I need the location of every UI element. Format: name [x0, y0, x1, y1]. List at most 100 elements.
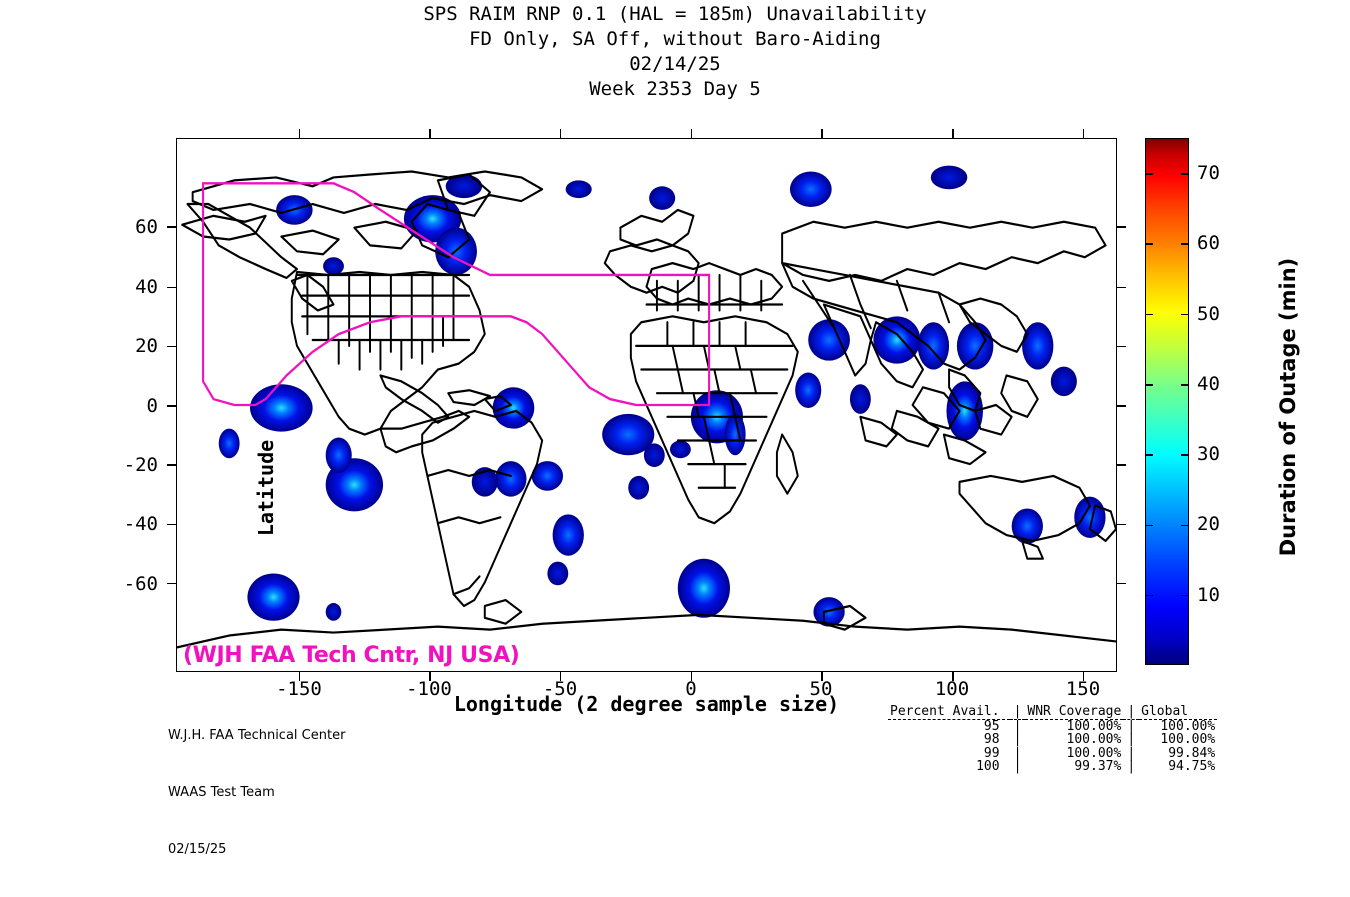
colorbar-title: Duration of Outage (min): [1276, 257, 1300, 557]
map-plot-area: (WJH FAA Tech Cntr, NJ USA) -150 -100 -5…: [124, 129, 1126, 700]
ytick-mark-right: [1117, 345, 1126, 348]
ytick-mark-right: [1117, 582, 1126, 585]
colorbar-tick: [1145, 454, 1153, 456]
cell-global: 99.84%: [1168, 745, 1216, 761]
plot-frame: (WJH FAA Tech Cntr, NJ USA): [176, 138, 1117, 672]
row-sep-2: |: [1127, 718, 1136, 734]
y-axis-title: Latitude: [254, 439, 278, 537]
ytick-label: -40: [123, 513, 158, 535]
header-sep-1: |: [1009, 705, 1026, 720]
table-row: 98 | 100.00% | 100.00%: [888, 733, 1217, 747]
colorbar-label: 50: [1197, 303, 1220, 325]
title-line-2: FD Only, SA Off, without Baro-Aiding: [469, 28, 881, 50]
title-line-1: SPS RAIM RNP 0.1 (HAL = 185m) Unavailabi…: [423, 3, 927, 25]
header-wnr-coverage: WNR Coverage: [1025, 704, 1124, 720]
ytick-mark: [167, 286, 176, 289]
colorbar: 70 60 50 40 30 20 10: [1145, 138, 1220, 665]
xtick-mark: [690, 672, 693, 681]
world-map-svg: [177, 165, 1116, 649]
ytick-label: 60: [135, 216, 158, 238]
credit-line-1: W.J.H. FAA Technical Center: [168, 728, 346, 743]
ytick-mark-right: [1117, 286, 1126, 289]
credit-line-3: 02/15/25: [168, 842, 227, 857]
row-sep-1: |: [1013, 732, 1022, 747]
table-row: 99 | 100.00% | 99.84%: [888, 745, 1217, 761]
colorbar-tick: [1145, 173, 1153, 175]
ytick-mark: [167, 582, 176, 585]
cell-wnr: 99.37%: [1074, 759, 1122, 774]
header-percent-avail: Percent Avail.: [888, 705, 1010, 720]
row-sep-2: |: [1127, 759, 1136, 774]
cell-global: 94.75%: [1168, 759, 1216, 774]
colorbar-tick: [1181, 173, 1189, 175]
x-axis-title: Longitude (2 degree sample size): [453, 692, 840, 716]
ytick-mark: [167, 464, 176, 466]
xtick-label: -50: [542, 678, 578, 700]
title-line-4: Week 2353 Day 5: [589, 78, 761, 100]
colorbar-tick: [1145, 313, 1153, 316]
xtick-label: 100: [934, 678, 970, 700]
row-sep-1: |: [1013, 745, 1022, 761]
colorbar-tick: [1181, 594, 1189, 597]
ytick-mark: [167, 345, 176, 348]
ytick-mark: [167, 405, 176, 407]
ytick-mark-right: [1117, 226, 1126, 228]
ytick-mark-right: [1117, 405, 1126, 407]
ytick-label: 40: [135, 276, 158, 298]
table-row: 95 | 100.00% | 100.00%: [888, 719, 1217, 733]
raim-availability-plot: SPS RAIM RNP 0.1 (HAL = 185m) Unavailabi…: [124, 3, 1300, 857]
ytick-label: -20: [123, 454, 158, 476]
colorbar-tick: [1181, 524, 1189, 527]
colorbar-tick: [1145, 243, 1153, 245]
cell-percent: 100: [976, 759, 1000, 774]
xtick-mark-top: [1082, 129, 1085, 138]
ytick-label: 20: [135, 335, 158, 357]
xtick-mark-top: [952, 129, 954, 138]
cell-global: 100.00%: [1160, 732, 1216, 747]
ytick-label: -60: [123, 573, 158, 595]
header-global: Global: [1139, 705, 1218, 720]
availability-stats-table: Percent Avail. | WNR Coverage | Global 9…: [888, 678, 1218, 801]
colorbar-tick: [1181, 454, 1189, 456]
xtick-label: 0: [685, 678, 697, 700]
table-row: 100 | 99.37% | 94.75%: [888, 760, 1217, 774]
colorbar-tick: [1145, 384, 1153, 386]
outage-blob-layer: [218, 165, 1106, 627]
xtick-mark: [821, 672, 823, 681]
ytick-mark-right: [1117, 523, 1126, 526]
colorbar-label: 40: [1197, 373, 1220, 395]
xtick-label: 50: [809, 678, 833, 700]
xtick-label: 150: [1065, 678, 1101, 700]
row-sep-1: |: [1013, 718, 1022, 734]
colorbar-tick: [1181, 384, 1189, 386]
xtick-mark: [1082, 672, 1085, 681]
credit-line-2: WAAS Test Team: [168, 785, 275, 800]
xtick-mark: [952, 672, 954, 681]
cell-percent: 98: [983, 732, 1000, 747]
xtick-mark-top: [559, 129, 562, 138]
row-sep-2: |: [1127, 745, 1136, 761]
colorbar-label: 20: [1197, 513, 1220, 535]
cell-percent: 99: [983, 745, 1000, 761]
xtick-mark: [429, 672, 431, 681]
colorbar-tick: [1145, 524, 1153, 527]
xtick-mark-top: [690, 129, 693, 138]
colorbar-label: 60: [1197, 232, 1220, 254]
cell-wnr: 100.00%: [1066, 745, 1122, 761]
cell-global: 100.00%: [1160, 718, 1216, 734]
xtick-mark-top: [429, 129, 431, 138]
wnr-coverage-polygon: [202, 182, 711, 407]
xtick-mark: [298, 672, 301, 681]
header-sep-2: |: [1123, 705, 1140, 720]
colorbar-gradient: [1145, 138, 1189, 665]
ytick-mark: [167, 523, 176, 526]
ytick-mark: [167, 226, 176, 228]
colorbar-label: 30: [1197, 443, 1220, 465]
table-header-row: Percent Avail. | WNR Coverage | Global: [888, 704, 1218, 720]
ytick-label: 0: [146, 395, 158, 417]
cell-wnr: 100.00%: [1066, 718, 1122, 734]
row-sep-1: |: [1013, 759, 1022, 774]
row-sep-2: |: [1127, 732, 1136, 747]
xtick-mark-top: [298, 129, 301, 138]
cell-percent: 95: [983, 718, 1000, 734]
